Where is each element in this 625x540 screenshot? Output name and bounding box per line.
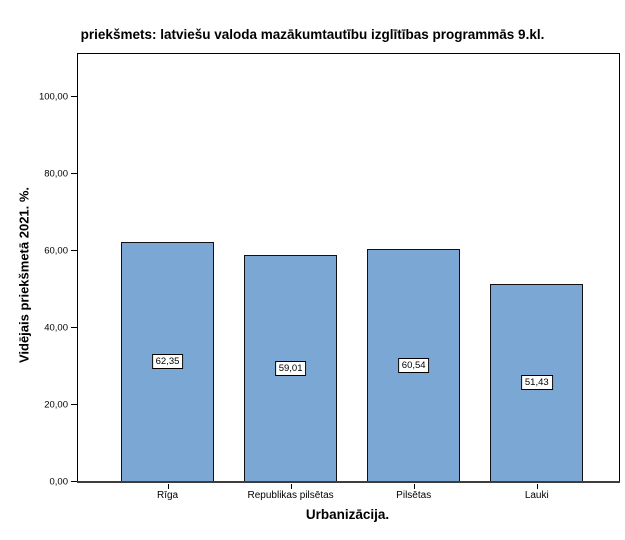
y-tick-label: 40,00 [44, 322, 68, 334]
y-tick-mark [71, 404, 77, 406]
x-tick-mark [290, 484, 292, 489]
y-tick-label: 80,00 [44, 168, 68, 180]
y-tick-mark [71, 327, 77, 329]
bar-value-label: 62,35 [151, 354, 184, 370]
y-tick-mark [71, 481, 77, 482]
y-tick-label: 0,00 [49, 476, 69, 488]
bar-pils-tas [367, 249, 461, 482]
chart-title: priekšmets: latviešu valoda mazākumtautī… [80, 27, 545, 42]
y-tick-mark [71, 250, 77, 252]
x-axis-title: Urbanizācija. [305, 507, 390, 522]
x-category-label: Rīga [156, 490, 179, 501]
y-tick-mark [71, 96, 77, 98]
x-category-label: Lauki [524, 490, 549, 501]
x-tick-mark [167, 484, 169, 489]
bar-value-label: 60,54 [397, 357, 430, 373]
plot-area: 0,00 20,00 40,00 60,00 80,00 100,00 62,35 Rīga 5… [39, 53, 620, 501]
x-tick-mark [413, 484, 415, 489]
bar-value-label: 59,01 [274, 360, 307, 376]
y-axis-title: Vidējais priekšmetā 2021. %. [16, 186, 32, 364]
y-tick-mark [71, 173, 77, 175]
x-tick-mark [536, 484, 538, 489]
x-axis-line [77, 481, 620, 483]
y-tick-label: 60,00 [44, 245, 68, 257]
y-tick-label: 20,00 [44, 399, 68, 411]
x-category-label: Pilsētas [396, 490, 432, 501]
x-category-label: Republikas pilsētas [247, 490, 334, 501]
y-tick-label: 100,00 [38, 91, 68, 103]
bar-value-label: 51,43 [520, 375, 553, 391]
